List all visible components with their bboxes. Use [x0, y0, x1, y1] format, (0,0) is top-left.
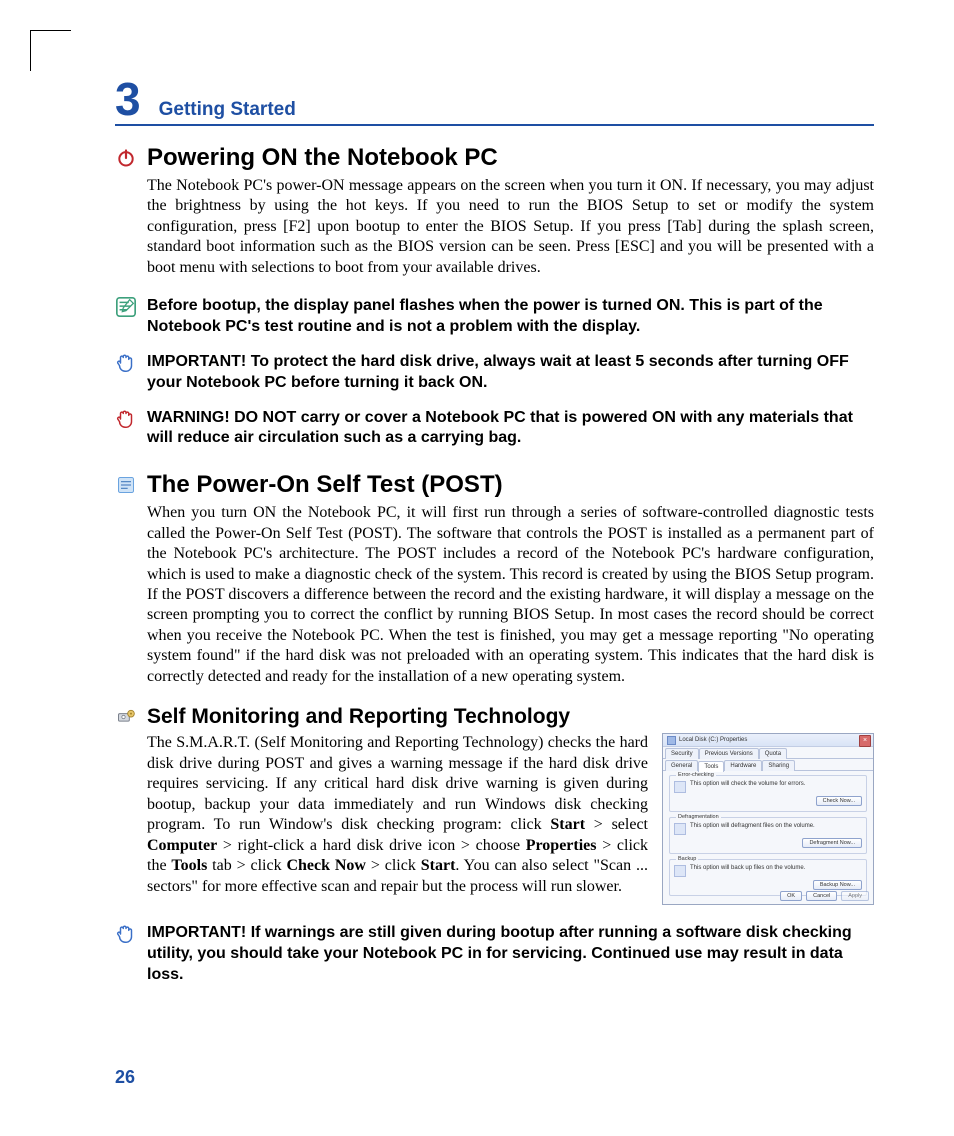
drive-icon [667, 736, 676, 745]
group-text: This option will defragment files on the… [690, 823, 862, 829]
defragment-now-button[interactable]: Defragment Now... [802, 838, 862, 848]
dialog-tabs-row-2: General Tools Hardware Sharing [663, 759, 873, 771]
tab-tools[interactable]: Tools [698, 761, 724, 772]
page-number: 26 [115, 1067, 135, 1088]
chapter-number: 3 [115, 76, 141, 122]
note-icon [115, 296, 137, 318]
tab-general[interactable]: General [665, 760, 698, 771]
section-body: The S.M.A.R.T. (Self Monitoring and Repo… [147, 733, 648, 897]
chapter-heading: 3 Getting Started [115, 76, 874, 126]
note-important-2: IMPORTANT! If warnings are still given d… [115, 923, 874, 985]
check-now-button[interactable]: Check Now... [816, 796, 862, 806]
check-disk-icon [674, 781, 686, 793]
cancel-button[interactable]: Cancel [806, 891, 837, 901]
dialog-title: Local Disk (C:) Properties [679, 734, 747, 746]
tab-quota[interactable]: Quota [759, 748, 787, 759]
document-page: 3 Getting Started Powering ON the Notebo… [0, 0, 954, 1136]
power-icon [115, 147, 137, 169]
dialog-tabs-row-1: Security Previous Versions Quota [663, 747, 873, 759]
defrag-icon [674, 823, 686, 835]
group-defragmentation: Defragmentation This option will defragm… [669, 817, 867, 854]
dialog-titlebar: Local Disk (C:) Properties × [663, 734, 873, 747]
section-body: When you turn ON the Notebook PC, it wil… [147, 503, 874, 687]
list-icon [115, 474, 137, 496]
group-text: This option will back up files on the vo… [690, 865, 862, 871]
section-post: The Power-On Self Test (POST) When you t… [115, 471, 874, 687]
chapter-title: Getting Started [159, 99, 296, 121]
crop-mark [30, 30, 71, 71]
tab-hardware[interactable]: Hardware [724, 760, 762, 771]
hand-icon [115, 352, 137, 374]
section-smart: Self Monitoring and Reporting Technology… [115, 705, 874, 905]
note-important-1: IMPORTANT! To protect the hard disk driv… [115, 352, 874, 394]
group-error-checking: Error-checking This option will check th… [669, 775, 867, 812]
note-text: IMPORTANT! To protect the hard disk driv… [147, 352, 874, 394]
section-title: Self Monitoring and Reporting Technology [147, 705, 570, 729]
group-legend: Error-checking [676, 772, 716, 778]
note-text: Before bootup, the display panel flashes… [147, 296, 874, 338]
group-text: This option will check the volume for er… [690, 781, 862, 787]
tab-security[interactable]: Security [665, 748, 699, 759]
note-warning: WARNING! DO NOT carry or cover a Noteboo… [115, 408, 874, 450]
section-title: Powering ON the Notebook PC [147, 144, 498, 172]
warning-hand-icon [115, 408, 137, 430]
section-body: The Notebook PC's power-ON message appea… [147, 176, 874, 278]
ok-button[interactable]: OK [780, 891, 802, 901]
disk-properties-dialog: Local Disk (C:) Properties × Security Pr… [662, 733, 874, 905]
group-legend: Backup [676, 856, 698, 862]
section-powering-on: Powering ON the Notebook PC The Notebook… [115, 144, 874, 278]
hand-icon [115, 923, 137, 945]
close-icon[interactable]: × [859, 735, 871, 747]
dialog-footer-buttons: OK Cancel Apply [780, 891, 869, 901]
note-text: WARNING! DO NOT carry or cover a Noteboo… [147, 408, 874, 450]
group-legend: Defragmentation [676, 814, 721, 820]
note-info: Before bootup, the display panel flashes… [115, 296, 874, 338]
apply-button[interactable]: Apply [841, 891, 869, 901]
note-text: IMPORTANT! If warnings are still given d… [147, 923, 874, 985]
drive-gear-icon [115, 706, 137, 728]
tab-previous-versions[interactable]: Previous Versions [699, 748, 759, 759]
section-title: The Power-On Self Test (POST) [147, 471, 503, 499]
backup-now-button[interactable]: Backup Now... [813, 880, 862, 890]
tab-sharing[interactable]: Sharing [762, 760, 795, 771]
backup-icon [674, 865, 686, 877]
